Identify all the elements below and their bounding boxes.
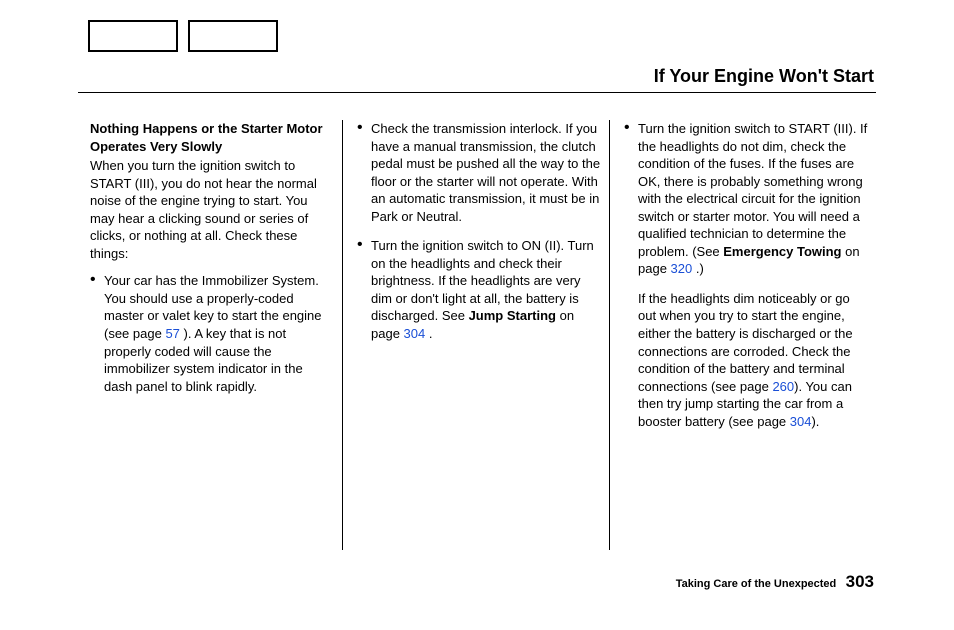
paragraph-dim: If the headlights dim noticeably or go o… xyxy=(624,290,868,430)
column-3: Turn the ignition switch to START (III).… xyxy=(609,120,876,550)
page-number: 303 xyxy=(846,572,874,591)
intro-paragraph: When you turn the ignition switch to STA… xyxy=(90,157,334,262)
title-rule xyxy=(78,92,876,93)
page-link-304b[interactable]: 304 xyxy=(790,414,812,429)
column-2: Check the transmission interlock. If you… xyxy=(342,120,609,550)
page-link-320[interactable]: 320 xyxy=(671,261,693,276)
text: .) xyxy=(692,261,704,276)
page-link-260[interactable]: 260 xyxy=(772,379,794,394)
text: . xyxy=(425,326,432,341)
content-columns: Nothing Happens or the Starter Motor Ope… xyxy=(82,120,876,550)
bullet-start-iii: Turn the ignition switch to START (III).… xyxy=(624,120,868,278)
bullet-headlights: Turn the ignition switch to ON (II). Tur… xyxy=(357,237,601,342)
nav-box-next[interactable] xyxy=(188,20,278,52)
page-link-57[interactable]: 57 xyxy=(165,326,179,341)
bullet-immobilizer: Your car has the Immobilizer System. You… xyxy=(90,272,334,395)
bullet-transmission: Check the transmission interlock. If you… xyxy=(357,120,601,225)
footer-section-label: Taking Care of the Unexpected xyxy=(676,578,837,590)
subheading: Nothing Happens or the Starter Motor Ope… xyxy=(90,120,334,155)
nav-box-prev[interactable] xyxy=(88,20,178,52)
column-1: Nothing Happens or the Starter Motor Ope… xyxy=(82,120,342,550)
page-title: If Your Engine Won't Start xyxy=(654,66,874,87)
emergency-towing-ref: Emergency Towing xyxy=(723,244,841,259)
text: ). xyxy=(811,414,819,429)
top-nav-boxes xyxy=(88,20,278,52)
text: Turn the ignition switch to START (III).… xyxy=(638,121,867,259)
footer: Taking Care of the Unexpected 303 xyxy=(676,572,874,592)
page-link-304[interactable]: 304 xyxy=(404,326,426,341)
jump-starting-ref: Jump Starting xyxy=(469,308,556,323)
